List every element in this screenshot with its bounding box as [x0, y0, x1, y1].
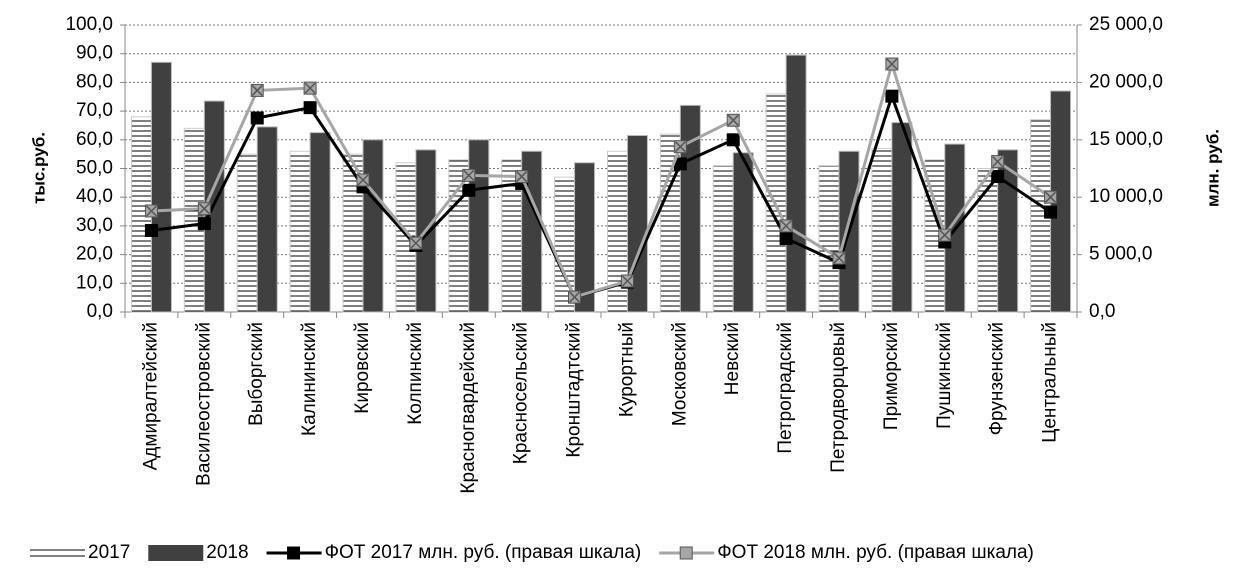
marker: [991, 170, 1005, 184]
x-tick-label: Кронштадтский: [564, 322, 585, 458]
bar: [362, 139, 384, 313]
bar: [679, 104, 701, 313]
y2-tick-label: 25 000,0: [1089, 14, 1163, 35]
legend-label: 2017: [88, 542, 130, 563]
bar: [448, 159, 470, 313]
bar: [236, 153, 258, 313]
y2-tick-label: 5 000,0: [1089, 244, 1152, 265]
bar: [289, 150, 311, 313]
marker-cross: [145, 205, 157, 217]
marker-cross: [516, 171, 528, 183]
x-tick-label: Василеостровский: [193, 322, 214, 486]
x-tick-label: Фрунзенский: [987, 322, 1008, 435]
marker-cross: [569, 291, 581, 303]
marker-cross: [410, 237, 422, 249]
marker-cross: [886, 58, 898, 70]
marker: [885, 89, 899, 103]
x-tick-label: Адмиралтейский: [140, 322, 161, 470]
marker: [144, 223, 158, 237]
marker-cross: [780, 220, 792, 232]
y2-tick-label: 20 000,0: [1089, 71, 1163, 92]
legend-label: ФОТ 2017 млн. руб. (правая шкала): [325, 542, 642, 563]
marker-cross: [939, 229, 951, 241]
bar: [150, 61, 172, 313]
x-tick-label: Красногвардейский: [458, 322, 479, 494]
marker-cross: [198, 203, 210, 215]
x-tick-label: Красносельский: [511, 322, 532, 464]
x-tick-label: Петродворцовый: [828, 322, 849, 473]
x-tick-label: Пушкинский: [934, 322, 955, 429]
y2-tick-label: 15 000,0: [1089, 129, 1163, 150]
x-tick-label: Приморский: [881, 322, 902, 430]
legend-item: 2018: [148, 542, 249, 563]
legend-label: 2018: [206, 542, 248, 563]
bar: [997, 149, 1019, 313]
legend-item: 2017: [30, 542, 130, 563]
y-tick-label: 0,0: [87, 301, 113, 322]
y-tick-label: 50,0: [76, 158, 113, 179]
marker-cross: [992, 156, 1004, 168]
y-tick-label: 30,0: [76, 215, 113, 236]
marker: [726, 133, 740, 147]
marker: [1044, 205, 1058, 219]
y-axis-label: тыс.руб.: [29, 132, 48, 204]
y2-tick-label: 0,0: [1089, 301, 1115, 322]
line: [151, 91, 1052, 299]
x-tick-label: Колпинский: [405, 322, 426, 425]
x-tick-label: Калининский: [299, 322, 320, 436]
legend-marker: [679, 546, 693, 560]
x-tick-label: Курортный: [616, 322, 637, 417]
marker-cross: [727, 114, 739, 126]
x-tick-label: Выборгский: [246, 322, 267, 426]
bar: [891, 122, 913, 313]
y2-axis-label: млн. руб.: [1203, 129, 1222, 207]
legend-item: ФОТ 2017 млн. руб. (правая шкала): [266, 542, 642, 563]
bar: [468, 139, 490, 313]
marker-cross: [251, 84, 263, 96]
y-tick-label: 90,0: [76, 43, 113, 64]
bar: [712, 165, 734, 313]
legend-label: ФОТ 2018 млн. руб. (правая шкала): [717, 542, 1034, 563]
marker: [250, 111, 264, 125]
y-tick-label: 100,0: [65, 14, 113, 35]
marker-cross: [463, 169, 475, 181]
marker: [197, 217, 211, 231]
bar: [256, 126, 278, 313]
legend-swatch: [148, 545, 204, 561]
y-tick-label: 70,0: [76, 100, 113, 121]
y-tick-label: 20,0: [76, 244, 113, 265]
y2-tick-label: 10 000,0: [1089, 186, 1163, 207]
x-tick-label: Петроградский: [775, 322, 796, 454]
y-tick-label: 60,0: [76, 129, 113, 150]
marker-cross: [304, 82, 316, 94]
marker: [462, 183, 476, 197]
x-tick-label: Центральный: [1040, 322, 1061, 443]
bar: [871, 147, 893, 313]
line: [151, 58, 1052, 299]
bar: [309, 132, 331, 313]
y-tick-label: 10,0: [76, 272, 113, 293]
y-tick-label: 40,0: [76, 186, 113, 207]
legend-item: ФОТ 2018 млн. руб. (правая шкала): [659, 542, 1034, 563]
legend-marker: [287, 546, 301, 560]
x-tick-label: Московский: [669, 322, 690, 426]
bar: [818, 165, 840, 313]
marker-cross: [833, 252, 845, 264]
marker: [303, 101, 317, 115]
marker-cross: [674, 141, 686, 153]
marker: [779, 232, 793, 246]
y-tick-label: 80,0: [76, 71, 113, 92]
marker-cross: [357, 174, 369, 186]
bar: [574, 162, 596, 313]
bar: [785, 54, 807, 313]
x-tick-label: Кировский: [352, 322, 373, 414]
marker-cross: [621, 275, 633, 287]
x-tick-label: Невский: [722, 322, 743, 395]
bar: [732, 152, 754, 313]
marker-cross: [1045, 191, 1057, 203]
